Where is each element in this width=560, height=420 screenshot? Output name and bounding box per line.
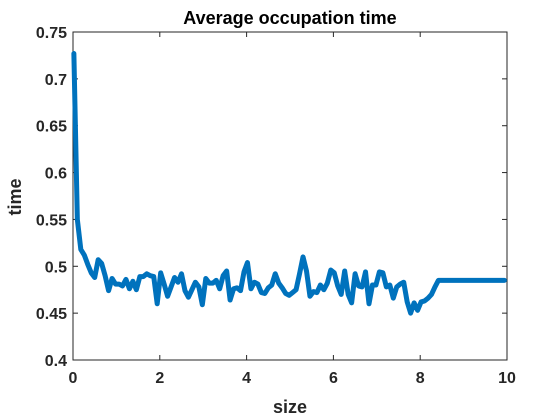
y-tick-label: 0.45	[36, 306, 67, 323]
x-tick-label: 8	[416, 370, 425, 387]
x-tick-label: 0	[69, 370, 78, 387]
y-axis-ticks: 0.4 0.45 0.5 0.55 0.6 0.65 0.7 0.75	[36, 25, 507, 370]
x-tick-label: 2	[155, 370, 164, 387]
plot-frame	[72, 31, 508, 361]
x-axis-ticks: 0 2 4 6 8 10	[69, 32, 516, 387]
x-axis-label: size	[273, 397, 307, 417]
y-tick-label: 0.7	[45, 72, 67, 89]
y-tick-label: 0.4	[45, 353, 67, 370]
x-tick-label: 6	[329, 370, 338, 387]
y-tick-label: 0.5	[45, 259, 67, 276]
y-tick-label: 0.6	[45, 166, 67, 183]
y-tick-label: 0.75	[36, 25, 67, 42]
plot-area: 0 2 4 6 8 10 0.4 0.45 0.5 0.55 0.6 0.65 0.7 0.75	[36, 25, 516, 387]
x-tick-label: 10	[498, 370, 516, 387]
series-layer	[71, 51, 507, 316]
chart-title: Average occupation time	[183, 8, 396, 28]
y-tick-label: 0.65	[36, 119, 67, 136]
y-tick-label: 0.55	[36, 212, 67, 229]
series-line-0	[71, 51, 507, 316]
x-tick-label: 4	[242, 370, 251, 387]
y-axis-label: time	[5, 178, 25, 215]
